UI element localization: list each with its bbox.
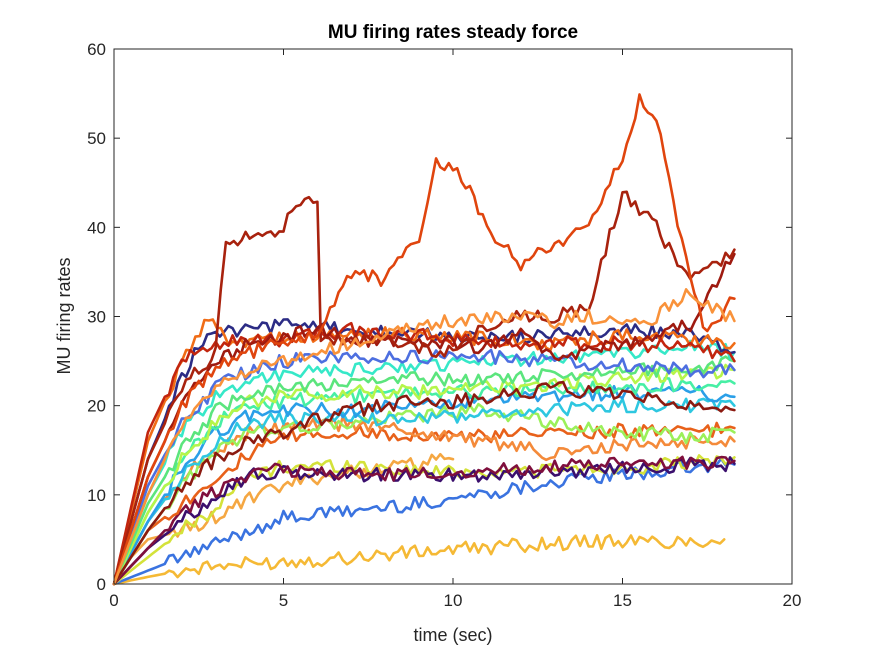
y-tick-label-5: 50	[87, 129, 106, 148]
y-tick-label-4: 40	[87, 218, 106, 237]
series-line-14	[112, 355, 736, 586]
series-line-23	[112, 93, 736, 586]
series-line-9	[112, 402, 736, 586]
series-line-1	[112, 533, 726, 586]
series-line-12	[112, 376, 736, 586]
series-line-16	[112, 380, 736, 586]
series-layer	[112, 93, 736, 586]
x-tick-label-0: 0	[109, 591, 118, 610]
series-line-6	[112, 455, 736, 586]
x-tick-label-3: 15	[613, 591, 632, 610]
series-line-2	[112, 457, 736, 586]
series-line-15	[112, 339, 736, 586]
series-line-24	[112, 288, 736, 586]
x-tick-label-2: 10	[444, 591, 463, 610]
y-tick-label-1: 10	[87, 486, 106, 505]
plot-area	[114, 49, 792, 584]
y-tick-label-0: 0	[97, 575, 106, 594]
series-line-13	[112, 363, 736, 586]
y-axis-label: MU firing rates	[54, 257, 74, 374]
y-tick-label-6: 60	[87, 40, 106, 59]
chart-title: MU firing rates steady force	[328, 22, 578, 43]
series-line-10	[112, 397, 736, 586]
x-axis-ticks: 0 5 10 15 20	[109, 49, 801, 610]
y-axis-ticks: 0 10 20 30 40 50 60	[87, 40, 792, 594]
x-tick-label-4: 20	[783, 591, 802, 610]
x-tick-label-1: 5	[279, 591, 288, 610]
y-tick-label-3: 30	[87, 308, 106, 327]
x-axis-label: time (sec)	[413, 625, 492, 645]
series-line-22	[112, 190, 736, 586]
series-line-17	[112, 348, 736, 586]
y-tick-label-2: 20	[87, 397, 106, 416]
